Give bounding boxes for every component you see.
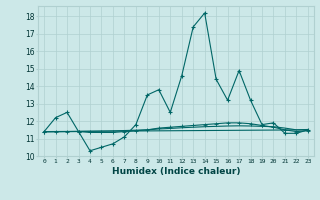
X-axis label: Humidex (Indice chaleur): Humidex (Indice chaleur) <box>112 167 240 176</box>
